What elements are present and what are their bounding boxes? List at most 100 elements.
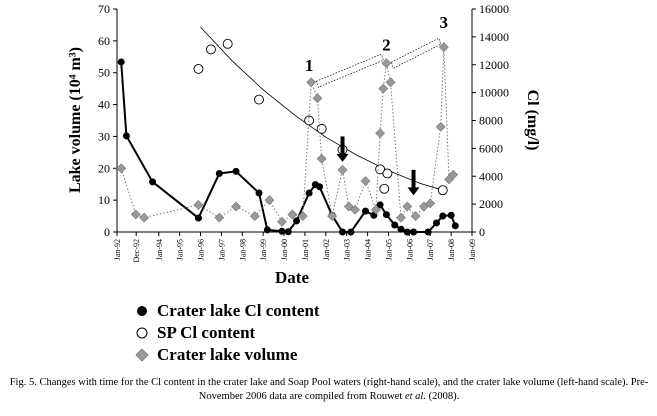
crater-cl-point bbox=[122, 132, 130, 140]
sp-cl-point bbox=[316, 123, 327, 134]
highlight-band bbox=[390, 37, 442, 69]
series-layer bbox=[116, 38, 459, 236]
lake-volume-point bbox=[448, 169, 459, 180]
x-tick-label: Jan-07 bbox=[426, 239, 435, 260]
crater-cl-point bbox=[382, 211, 390, 219]
x-tick-label: Jan-02 bbox=[322, 239, 331, 260]
lake-volume-point bbox=[396, 212, 406, 223]
x-tick-label: Jan-98 bbox=[238, 239, 247, 260]
lake-volume-point bbox=[193, 199, 204, 210]
sp-cl-point bbox=[437, 185, 448, 196]
legend-item-lake-volume: Crater lake volume bbox=[127, 344, 320, 366]
lake-volume-point bbox=[287, 209, 298, 220]
event-label: 1 bbox=[305, 56, 314, 75]
legend-item-sp-cl: SP Cl content bbox=[127, 322, 320, 344]
lake-volume-point bbox=[316, 153, 327, 164]
sp-cl-point bbox=[382, 168, 393, 179]
crater-cl-point bbox=[284, 228, 292, 236]
right-tick-label: 14000 bbox=[479, 30, 509, 44]
arrow-head bbox=[407, 187, 420, 196]
crater-cl-point bbox=[316, 183, 324, 191]
right-tick-label: 16000 bbox=[479, 2, 509, 16]
crater-cl-point bbox=[278, 227, 286, 235]
caption-text: Fig. 5. Changes with time for the Cl con… bbox=[9, 377, 649, 402]
right-tick-label: 4000 bbox=[479, 169, 503, 183]
crater-cl-point bbox=[305, 189, 313, 197]
x-tick-label: Jan-06 bbox=[405, 239, 414, 260]
x-axis-label: Date bbox=[275, 268, 309, 287]
x-tick-label: Jan-00 bbox=[280, 239, 289, 260]
lake-volume-point bbox=[402, 201, 413, 212]
crater-cl-point bbox=[451, 222, 459, 230]
lake-volume-point bbox=[350, 204, 360, 215]
lake-volume-point bbox=[410, 211, 421, 221]
crater-cl-point bbox=[215, 169, 223, 177]
lake-volume-point bbox=[277, 216, 287, 227]
crater-cl-point bbox=[347, 228, 355, 236]
crater-cl-point bbox=[391, 221, 399, 229]
filled-circle-marker-icon bbox=[127, 304, 157, 318]
figure-caption: Fig. 5. Changes with time for the Cl con… bbox=[4, 376, 654, 404]
y-axis-label-right: Cl (mg/l) bbox=[524, 90, 541, 151]
lake-volume-point bbox=[337, 164, 348, 175]
x-tick-label: Jan-05 bbox=[384, 239, 393, 260]
left-tick-label: 10 bbox=[98, 193, 110, 207]
crater-cl-point bbox=[376, 201, 384, 209]
left-tick-label: 40 bbox=[98, 98, 110, 112]
crater-cl-point bbox=[424, 228, 432, 236]
lake-volume-point bbox=[297, 211, 308, 221]
x-tick-label: Jan-95 bbox=[176, 239, 185, 260]
crater-cl-point bbox=[293, 217, 301, 225]
diamond-marker-icon bbox=[127, 348, 157, 362]
crater-cl-point bbox=[339, 228, 347, 236]
lake-volume-point bbox=[231, 201, 241, 212]
lake-volume-point bbox=[249, 211, 260, 221]
left-tick-label: 20 bbox=[98, 161, 110, 175]
lake-volume-point bbox=[419, 201, 429, 212]
x-axis-ticks: Jan-92 Dec-92 Jan-94 Jan-95 Jan-96 Jan-97 Jan-… bbox=[113, 232, 477, 263]
cl-trendline bbox=[200, 26, 443, 191]
left-tick-label: 30 bbox=[98, 129, 110, 143]
x-tick-label: Jan-04 bbox=[364, 239, 373, 260]
crater-cl-point bbox=[447, 211, 455, 219]
sp-cl-point bbox=[254, 94, 264, 105]
crater-cl-point bbox=[403, 228, 411, 236]
lake-volume-point bbox=[130, 209, 141, 220]
legend-label: SP Cl content bbox=[157, 323, 256, 342]
event-label: 2 bbox=[382, 35, 391, 54]
crater-cl-point bbox=[117, 58, 125, 66]
left-tick-label: 50 bbox=[98, 66, 110, 80]
annotations-layer: 1 2 3 bbox=[305, 13, 449, 196]
left-axis-ticks: 0 10 20 30 40 50 60 70 bbox=[98, 2, 117, 239]
lake-volume-point bbox=[435, 121, 446, 132]
lake-volume-point bbox=[139, 212, 150, 223]
legend-label: Crater lake Cl content bbox=[157, 301, 320, 320]
right-axis-ticks: 0 2000 4000 6000 8000 10000 12000 14000 16000 bbox=[472, 2, 509, 239]
lake-volume-point bbox=[264, 195, 275, 206]
x-tick-label: Jan-96 bbox=[197, 239, 206, 260]
crater-cl-point bbox=[439, 212, 447, 220]
event-label: 3 bbox=[440, 13, 449, 32]
highlight-band bbox=[315, 53, 384, 88]
right-tick-label: 2000 bbox=[479, 197, 503, 211]
crater-cl-point bbox=[397, 225, 405, 233]
x-tick-label: Jan-01 bbox=[301, 239, 310, 260]
highlight-bands bbox=[315, 37, 442, 88]
left-tick-label: 0 bbox=[104, 225, 110, 239]
lake-volume-point bbox=[425, 198, 436, 209]
x-tick-label: Jan-08 bbox=[447, 239, 456, 260]
x-tick-label: Jan-92 bbox=[113, 239, 122, 260]
lake-volume-point bbox=[371, 204, 381, 215]
x-tick-label: Jan-97 bbox=[217, 239, 226, 260]
crater-cl-point bbox=[149, 178, 156, 186]
lake-volume-point bbox=[385, 77, 396, 88]
sp-cl-point bbox=[379, 183, 390, 194]
lake-volume-point bbox=[438, 42, 449, 53]
x-tick-label: Jan-09 bbox=[468, 239, 477, 260]
legend: Crater lake Cl content SP Cl content Cra… bbox=[127, 300, 320, 366]
sp-cl-point bbox=[304, 115, 315, 126]
legend-label: Crater lake volume bbox=[157, 345, 298, 364]
open-circle-marker-icon bbox=[127, 326, 157, 340]
caption-et-al: et al. bbox=[404, 391, 426, 402]
legend-item-crater-cl: Crater lake Cl content bbox=[127, 300, 320, 322]
